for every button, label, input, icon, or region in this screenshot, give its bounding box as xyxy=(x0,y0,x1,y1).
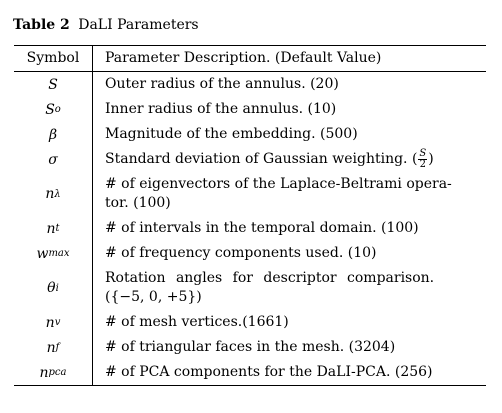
symbol-subscript: i xyxy=(55,282,59,294)
fraction-numerator: S xyxy=(418,148,428,160)
symbol-cell: S xyxy=(14,72,93,97)
fraction-denominator: 2 xyxy=(419,159,427,170)
symbol-base: n xyxy=(45,314,55,331)
description-line: ({−5, 0, +5}) xyxy=(105,289,202,305)
table-caption: Table 2 DaLI Parameters xyxy=(13,17,199,33)
table-row: w max # of frequency components used. (10… xyxy=(14,241,486,266)
symbol-base: S xyxy=(45,101,55,118)
symbol-cell: σ xyxy=(14,147,93,172)
header-symbol: Symbol xyxy=(14,46,93,71)
symbol-base: n xyxy=(45,186,55,202)
caption-label: Table 2 xyxy=(13,17,70,33)
symbol: β xyxy=(48,126,58,143)
symbol-cell: w max xyxy=(14,241,93,266)
description-cell: Standard deviation of Gaussian weighting… xyxy=(93,147,486,172)
symbol-base: θ xyxy=(47,280,56,296)
description-line: Rotation angles for descriptor compariso… xyxy=(105,270,435,286)
description-cell: Inner radius of the annulus. (10) xyxy=(105,101,337,117)
symbol-subscript: o xyxy=(54,104,61,115)
caption-title: DaLI Parameters xyxy=(78,17,199,33)
description-line: # of eigenvectors of the Laplace-Beltram… xyxy=(105,176,452,192)
symbol-subscript: pca xyxy=(48,367,67,378)
symbol: σ xyxy=(48,151,58,168)
header-row: Symbol Parameter Description. (Default V… xyxy=(14,46,486,71)
description-cell: Magnitude of the embedding. (500) xyxy=(105,126,358,142)
top-rule xyxy=(14,45,486,46)
symbol-subscript: t xyxy=(55,223,60,234)
description-cell: Rotation angles for descriptor compariso… xyxy=(93,266,486,310)
symbol-base: n xyxy=(46,220,56,237)
table-row: S Outer radius of the annulus. (20) xyxy=(14,72,486,97)
symbol-base: w xyxy=(36,245,49,262)
table-row: n pca # of PCA components for the DaLI-PC… xyxy=(14,360,486,385)
description-cell: # of triangular faces in the mesh. (3204… xyxy=(105,339,396,355)
description-suffix: ) xyxy=(428,151,434,167)
fraction: S 2 xyxy=(418,148,428,170)
symbol-subscript: v xyxy=(54,317,61,328)
header-description: Parameter Description. (Default Value) xyxy=(105,50,382,66)
description-prefix: Standard deviation of Gaussian weighting… xyxy=(105,151,418,167)
symbol-subscript: max xyxy=(48,248,70,259)
parameters-table: Symbol Parameter Description. (Default V… xyxy=(14,45,486,386)
symbol-subscript: f xyxy=(55,342,60,353)
description-cell: # of mesh vertices.(1661) xyxy=(105,314,289,330)
bottom-rule xyxy=(14,385,486,386)
description-line: tor. (100) xyxy=(105,195,171,211)
description-cell: # of PCA components for the DaLI-PCA. (2… xyxy=(105,364,433,380)
symbol-subscript: λ xyxy=(54,188,61,200)
symbol: S xyxy=(48,76,58,93)
description-cell: # of eigenvectors of the Laplace-Beltram… xyxy=(93,172,486,216)
symbol-cell: n pca xyxy=(14,360,93,385)
symbol-base: n xyxy=(39,364,49,381)
description-cell: # of frequency components used. (10) xyxy=(105,245,377,261)
description-cell: Outer radius of the annulus. (20) xyxy=(105,76,339,92)
header-rule xyxy=(14,71,486,72)
symbol-base: n xyxy=(46,339,56,356)
table-row: σ Standard deviation of Gaussian weighti… xyxy=(14,147,486,172)
description-cell: # of intervals in the temporal domain. (… xyxy=(105,220,419,236)
symbol-cell: β xyxy=(14,122,93,147)
table-row: β Magnitude of the embedding. (500) xyxy=(14,122,486,147)
